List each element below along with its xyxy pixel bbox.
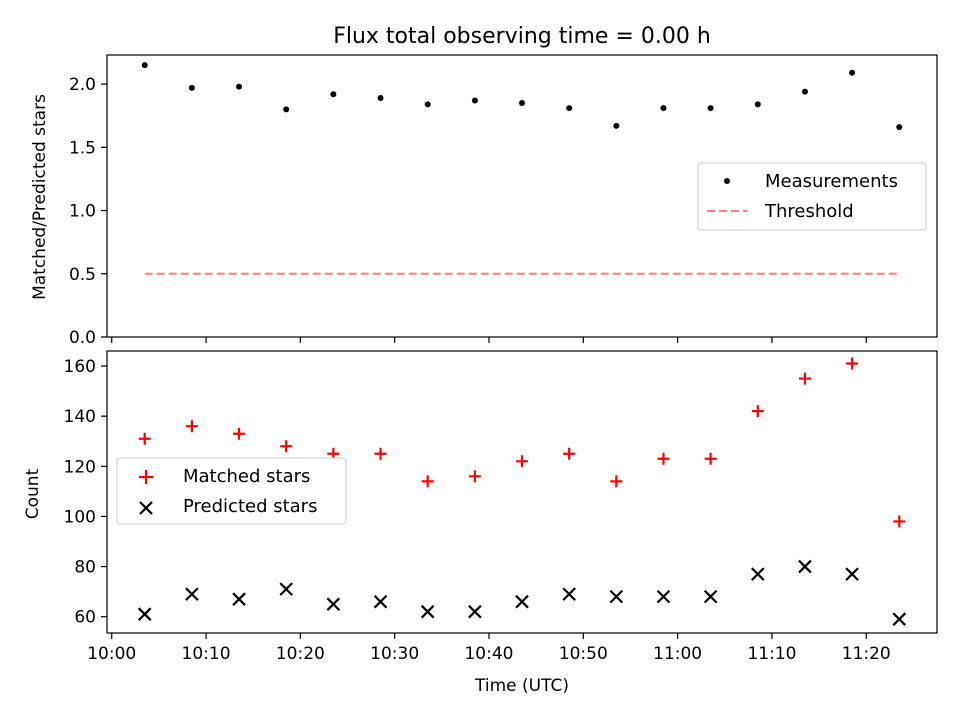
measurement-point [283,106,290,113]
measurement-point [141,62,148,69]
measurement-point [613,122,620,129]
matched-star-point [563,447,576,460]
predicted-star-point [892,612,907,626]
top-legend-box [697,162,927,231]
predicted-star-point [137,607,152,621]
chart-title: Flux total observing time = 0.00 h [333,24,711,49]
predicted-star-point [420,604,435,619]
predicted-star-point [845,567,859,581]
bottom-y-axis-label: Count [23,468,43,519]
predicted-star-point [279,582,293,596]
legend-threshold-label: Threshold [764,201,854,222]
bottom-x-tick-label: 10:00 [87,644,136,664]
legend-measurements-marker [724,178,730,184]
predicted-star-point [326,597,341,611]
predicted-star-point [751,567,765,581]
top-x-ticks [111,337,867,343]
ratio-subplot: Flux total observing time = 0.00 h Match… [30,24,938,348]
top-y-tick-label: 2.0 [69,75,96,95]
legend-predicted-label: Predicted stars [183,496,317,517]
predicted-star-point [232,592,246,606]
predicted-star-point [468,604,482,619]
top-legend: Measurements Threshold [697,162,927,231]
predicted-star-point [515,594,529,609]
bottom-y-ticks: 60 80 100 120 140 160 [64,357,107,628]
top-y-tick-label: 0.5 [69,265,96,285]
bottom-x-tick-label: 10:50 [559,644,608,664]
bottom-x-axis-label: Time (UTC) [474,676,569,696]
top-axes-frame [106,54,938,338]
legend-measurements-label: Measurements [765,171,898,192]
measurement-point [660,105,667,112]
matched-star-point [280,440,293,453]
bottom-y-tick-label: 100 [64,507,96,527]
predicted-star-point [609,589,624,604]
measurement-point [188,84,195,91]
matched-star-point [185,420,198,433]
bottom-x-tick-label: 10:20 [276,644,325,664]
measurement-point [896,124,903,131]
bottom-x-tick-label: 10:40 [464,644,513,664]
bottom-x-tick-label: 10:30 [370,644,419,664]
top-y-axis-label: Matched/Predicted stars [30,94,50,300]
bottom-legend: Matched stars Predicted stars [116,457,347,525]
matched-star-point [893,515,906,528]
bottom-x-tick-label: 11:00 [653,644,702,664]
matched-star-point [138,432,151,445]
bottom-y-tick-label: 60 [74,608,96,628]
legend-matched-marker [139,470,153,484]
measurement-point [801,88,808,95]
bottom-plot-marks [137,357,907,626]
predicted-star-point [562,587,576,601]
matched-star-point [421,475,434,488]
measurement-point [754,101,761,108]
predicted-star-point [373,594,388,609]
legend-predicted-marker [139,501,153,515]
measurement-point [566,105,573,112]
measurement-point [707,105,714,112]
top-y-tick-label: 1.5 [69,138,96,158]
top-y-tick-label: 0.0 [69,328,96,348]
predicted-star-point [185,587,199,601]
bottom-x-tick-label: 11:20 [842,644,891,664]
measurement-point [519,100,525,107]
matched-star-point [516,455,528,468]
bottom-x-tick-label: 10:10 [182,644,231,664]
bottom-axes-frame [106,350,938,634]
measurement-point [424,101,431,108]
matched-star-point [468,470,481,483]
measurement-point [377,94,384,101]
matched-star-point [374,447,387,460]
top-y-ticks: 0.0 0.5 1.0 1.5 2.0 [69,75,107,348]
measurement-point [236,83,243,90]
matched-star-point [610,475,623,488]
bottom-y-tick-label: 160 [64,357,96,377]
matched-star-point [704,452,717,465]
bottom-x-ticks: 10:00 10:10 10:20 10:30 10:40 10:50 11:00 11:10… [87,633,891,664]
predicted-star-point [656,589,671,604]
measurement-point [849,69,856,76]
bottom-x-tick-label: 11:10 [747,644,796,664]
bottom-legend-box [116,457,347,525]
matched-star-point [798,372,811,385]
matched-star-point [657,452,670,465]
bottom-y-tick-label: 140 [64,407,96,427]
bottom-y-tick-label: 80 [74,558,96,578]
predicted-star-point [703,589,718,604]
legend-matched-label: Matched stars [183,466,310,487]
top-plot-marks [141,62,903,275]
matched-star-point [846,357,859,370]
bottom-y-tick-label: 120 [64,457,96,477]
top-y-tick-label: 1.0 [69,202,96,222]
measurement-point [330,91,337,98]
measurement-point [471,97,478,104]
matched-star-point [233,427,246,440]
matched-star-point [751,405,764,418]
predicted-star-point [798,559,812,574]
